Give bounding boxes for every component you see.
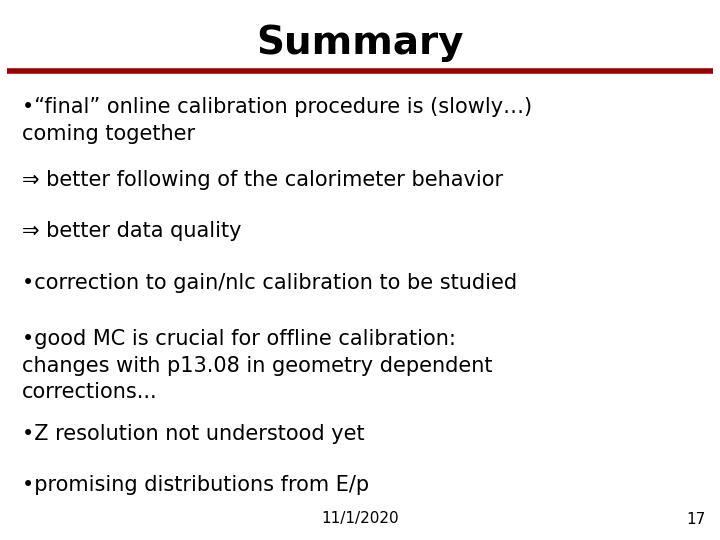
Text: •good MC is crucial for offline calibration:
changes with p13.08 in geometry dep: •good MC is crucial for offline calibrat… (22, 329, 492, 402)
Text: ⇒ better following of the calorimeter behavior: ⇒ better following of the calorimeter be… (22, 170, 503, 190)
Text: ⇒ better data quality: ⇒ better data quality (22, 221, 241, 241)
Text: •promising distributions from E/p: •promising distributions from E/p (22, 475, 369, 495)
Text: •“final” online calibration procedure is (slowly…)
coming together: •“final” online calibration procedure is… (22, 97, 532, 144)
Text: 17: 17 (686, 511, 706, 526)
Text: 11/1/2020: 11/1/2020 (321, 511, 399, 526)
Text: •correction to gain/nlc calibration to be studied: •correction to gain/nlc calibration to b… (22, 273, 517, 293)
Text: •Z resolution not understood yet: •Z resolution not understood yet (22, 424, 364, 444)
Text: Summary: Summary (256, 24, 464, 62)
